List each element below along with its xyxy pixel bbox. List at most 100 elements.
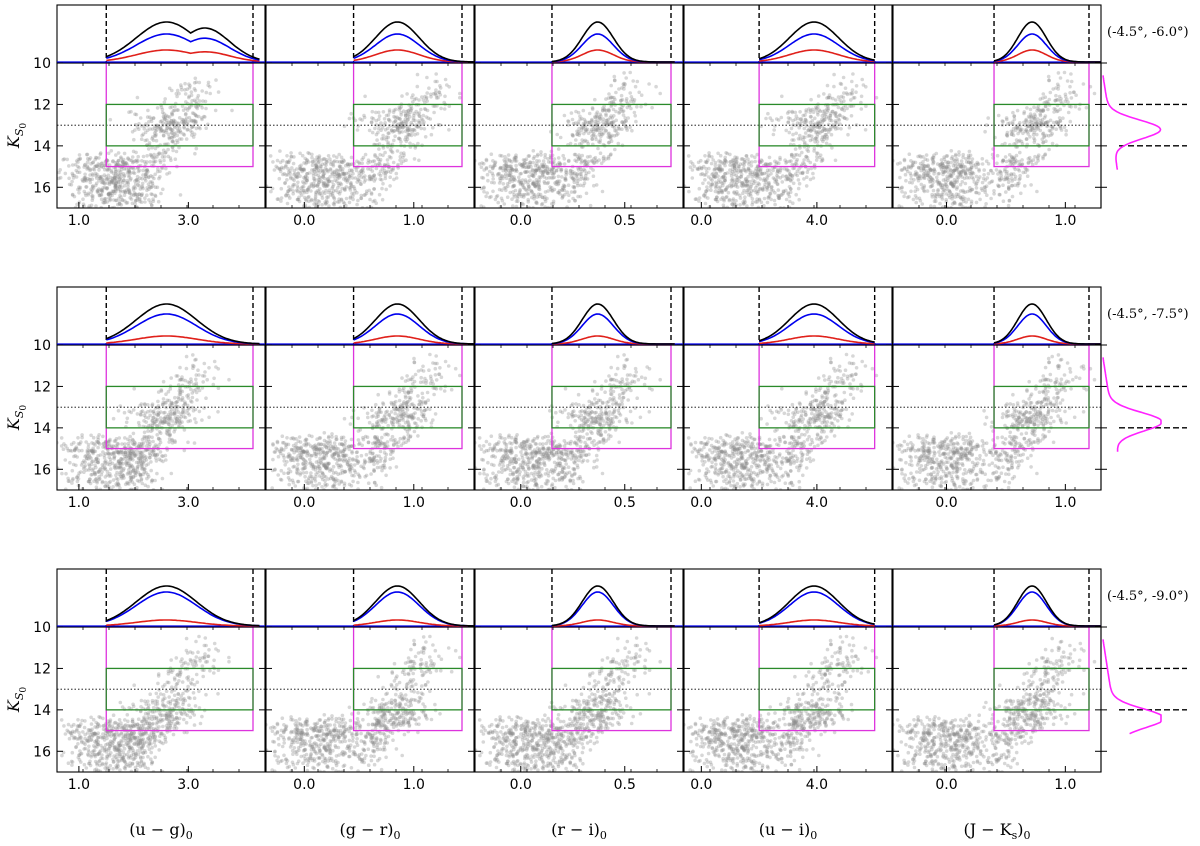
data-point	[183, 402, 187, 406]
data-point	[97, 174, 102, 179]
data-point	[140, 185, 144, 189]
data-point	[573, 152, 578, 157]
data-point	[359, 169, 363, 173]
data-point	[578, 131, 582, 136]
data-point	[277, 167, 282, 172]
data-point	[1039, 109, 1043, 114]
data-point	[369, 177, 374, 181]
data-point	[325, 160, 330, 164]
data-point	[499, 176, 503, 180]
data-point	[216, 367, 221, 371]
data-point	[136, 444, 141, 449]
data-point	[139, 137, 144, 141]
data-point	[616, 124, 621, 129]
data-point	[676, 169, 680, 173]
data-point	[171, 121, 175, 125]
data-point	[556, 179, 560, 183]
data-point	[391, 168, 395, 172]
data-point	[360, 157, 364, 162]
data-point	[728, 168, 732, 172]
data-point	[540, 195, 545, 199]
data-point	[808, 160, 813, 165]
data-point	[954, 168, 959, 173]
green-clump-box	[993, 103, 1090, 147]
data-point	[576, 120, 581, 124]
data-point	[84, 178, 89, 183]
data-point	[1046, 134, 1051, 138]
data-point	[965, 167, 970, 171]
data-point	[690, 162, 695, 166]
data-point	[804, 108, 808, 112]
data-point	[299, 163, 303, 168]
data-point	[70, 478, 75, 482]
data-point	[443, 94, 447, 99]
data-point	[1023, 123, 1028, 127]
data-point	[750, 197, 755, 201]
data-point	[101, 442, 106, 446]
data-point	[735, 160, 739, 164]
data-point	[774, 179, 779, 183]
data-point	[103, 185, 107, 190]
data-point	[424, 97, 429, 101]
data-point	[747, 160, 751, 164]
data-point	[510, 167, 515, 172]
data-point	[94, 204, 98, 208]
data-point	[320, 169, 325, 174]
data-point	[961, 168, 966, 172]
data-point	[301, 180, 305, 184]
data-point	[176, 414, 180, 419]
data-point	[926, 164, 930, 168]
data-point	[333, 172, 338, 177]
data-point	[519, 171, 523, 176]
data-point	[1043, 104, 1048, 109]
data-point	[151, 199, 156, 203]
data-point	[91, 186, 96, 190]
data-point	[401, 109, 406, 113]
data-point	[118, 202, 122, 206]
data-point	[291, 161, 296, 166]
data-point	[141, 168, 145, 173]
data-point	[332, 170, 337, 175]
data-point	[723, 159, 728, 163]
data-point	[1053, 107, 1058, 112]
data-point	[552, 170, 557, 175]
data-point	[70, 468, 75, 473]
data-point	[823, 132, 828, 137]
data-point	[116, 482, 120, 487]
data-point	[763, 182, 767, 187]
data-point	[599, 134, 603, 139]
data-point	[351, 171, 355, 176]
data-point	[511, 177, 516, 182]
data-point	[100, 161, 104, 165]
data-point	[138, 459, 142, 463]
data-point	[151, 138, 156, 143]
data-point	[776, 182, 780, 187]
data-point	[130, 469, 135, 474]
data-point	[577, 153, 581, 157]
data-point	[306, 195, 310, 200]
data-point	[582, 160, 587, 164]
data-point	[152, 152, 156, 157]
data-point	[594, 158, 598, 163]
data-point	[709, 183, 713, 187]
data-point	[105, 168, 110, 173]
data-point	[145, 115, 150, 119]
data-point	[734, 173, 738, 178]
data-point	[386, 113, 391, 117]
data-point	[526, 180, 530, 184]
data-point	[91, 167, 95, 171]
data-point	[710, 178, 714, 182]
data-point	[113, 188, 118, 192]
data-point	[143, 483, 148, 488]
data-point	[87, 204, 92, 208]
data-point	[956, 162, 960, 166]
data-point	[80, 448, 84, 453]
data-point	[757, 197, 762, 202]
data-point	[793, 117, 798, 122]
data-point	[928, 175, 932, 179]
data-point	[998, 170, 1002, 174]
data-point	[1016, 131, 1020, 136]
data-point	[795, 173, 799, 178]
data-point	[91, 194, 95, 198]
data-point	[362, 193, 367, 197]
